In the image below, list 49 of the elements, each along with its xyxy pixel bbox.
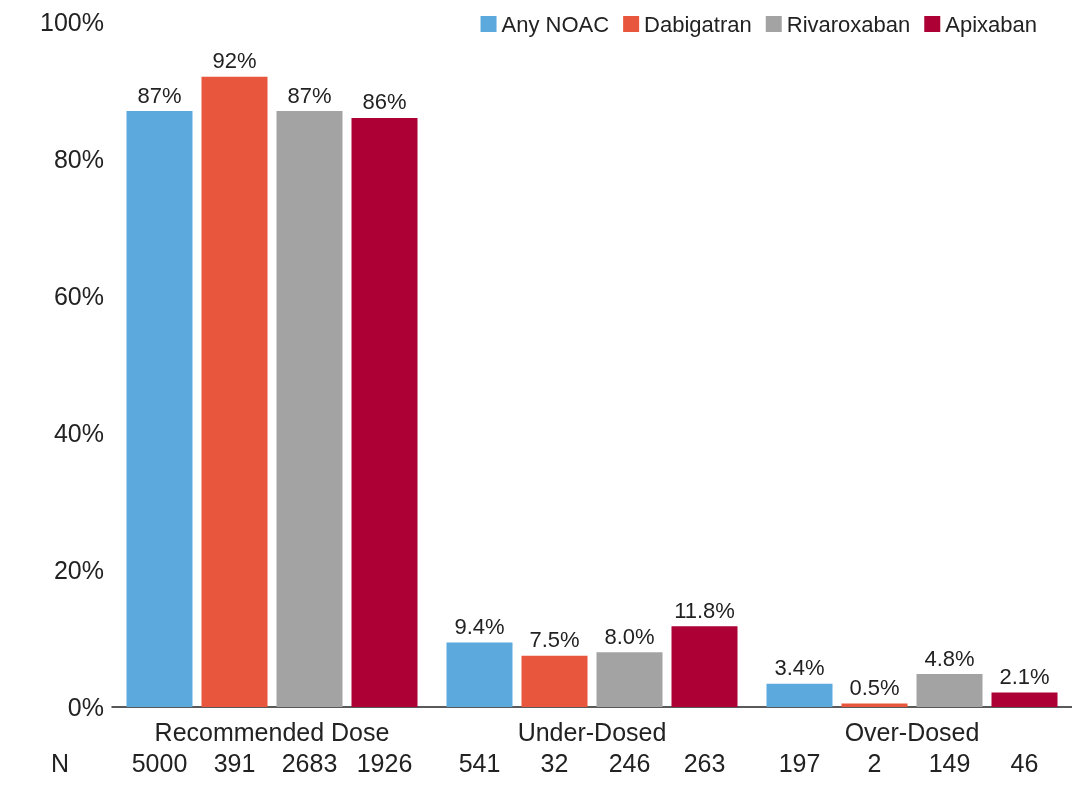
text: N xyxy=(50,748,70,777)
text: 46 xyxy=(1010,748,1039,777)
bar xyxy=(276,111,343,707)
text: 2683 xyxy=(281,748,338,777)
y-tick-label: 100% xyxy=(40,8,104,36)
legend-label: Rivaroxaban xyxy=(786,11,911,37)
bar xyxy=(766,683,833,707)
data-label: 0.5% xyxy=(849,675,900,701)
data-label: 87% xyxy=(287,82,332,108)
text: 32 xyxy=(540,748,569,777)
y-tick-label: 0% xyxy=(67,693,104,721)
legend-label: Dabigatran xyxy=(644,11,752,37)
bar xyxy=(671,626,738,707)
bar xyxy=(201,76,268,707)
x-tick-label: Under-Dosed xyxy=(517,717,667,746)
y-tick-label: 40% xyxy=(53,419,104,447)
x-tick-label: Over-Dosed xyxy=(844,717,980,746)
data-label: 3.4% xyxy=(774,655,825,681)
bar xyxy=(351,117,418,707)
text: 246 xyxy=(608,748,651,777)
y-tick-label: 60% xyxy=(53,282,104,310)
x-tick-label: Recommended Dose xyxy=(154,717,390,746)
text: 391 xyxy=(213,748,256,777)
data-label: 2.1% xyxy=(999,664,1050,690)
bar xyxy=(991,692,1058,707)
y-tick-label: 20% xyxy=(53,556,104,584)
bar xyxy=(126,111,193,707)
text: 197 xyxy=(778,748,821,777)
data-label: 92% xyxy=(212,48,257,74)
text: 5000 xyxy=(131,748,188,777)
data-label: 7.5% xyxy=(529,627,580,653)
bar xyxy=(596,652,663,707)
data-label: 4.8% xyxy=(924,645,975,671)
data-label: 8.0% xyxy=(604,623,655,649)
bar xyxy=(446,642,513,707)
bar xyxy=(521,655,588,707)
text: 541 xyxy=(458,748,501,777)
text: 263 xyxy=(683,748,726,777)
text: 1926 xyxy=(356,748,413,777)
text: 149 xyxy=(928,748,971,777)
y-tick-label: 80% xyxy=(53,145,104,173)
data-label: 87% xyxy=(137,82,182,108)
text: 2 xyxy=(867,748,882,777)
data-label: 9.4% xyxy=(454,614,505,640)
bar xyxy=(916,674,983,707)
data-label: 11.8% xyxy=(674,597,735,623)
legend-label: Apixaban xyxy=(945,11,1038,37)
data-label: 86% xyxy=(362,89,407,115)
legend-label: Any NOAC xyxy=(501,11,610,37)
